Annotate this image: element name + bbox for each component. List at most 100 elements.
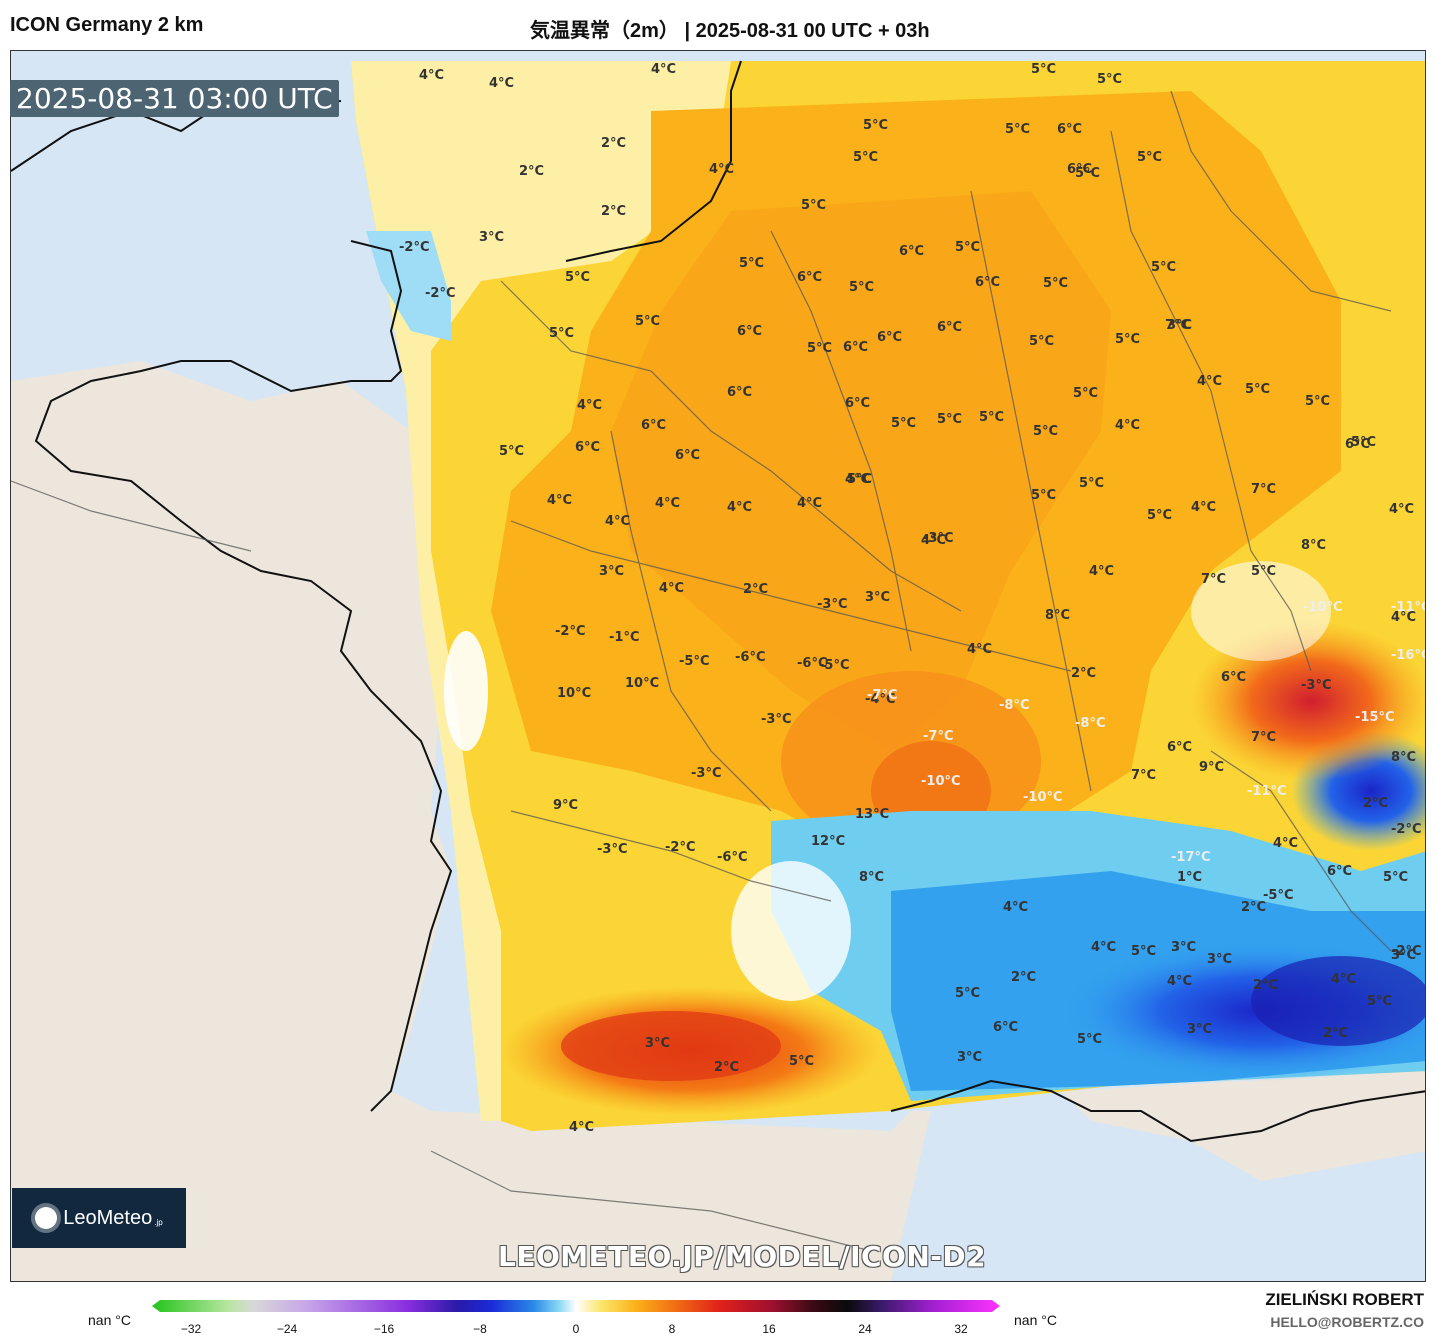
temperature-label: 13°C bbox=[855, 807, 889, 822]
temperature-label: 6°C bbox=[675, 448, 700, 463]
temperature-label: 4°C bbox=[1197, 374, 1222, 389]
temperature-label: 4°C bbox=[605, 514, 630, 529]
leometeo-logo[interactable]: LeoMeteo .jp bbox=[12, 1188, 186, 1248]
temperature-label: 4°C bbox=[797, 496, 822, 511]
source-url: LEOMETEO.JP/MODEL/ICON-D2 bbox=[498, 1240, 987, 1273]
temperature-label: 3°C bbox=[645, 1036, 670, 1051]
temperature-label: -3°C bbox=[597, 842, 627, 857]
temperature-label: -5°C bbox=[679, 654, 709, 669]
temperature-label: 7°C bbox=[1201, 572, 1226, 587]
temperature-label: 3°C bbox=[1207, 952, 1232, 967]
temperature-label: 5°C bbox=[1029, 334, 1054, 349]
temperature-label: 5°C bbox=[1147, 508, 1172, 523]
temperature-label: 3°C bbox=[1171, 940, 1196, 955]
temperature-label: 4°C bbox=[709, 162, 734, 177]
temperature-label: 6°C bbox=[993, 1020, 1018, 1035]
temperature-label: -10°C bbox=[1303, 600, 1343, 615]
temperature-label: -7°C bbox=[867, 688, 897, 703]
temperature-label: -3°C bbox=[761, 712, 791, 727]
temperature-label: 7°C bbox=[1165, 318, 1190, 333]
temperature-label: -2°C bbox=[555, 624, 585, 639]
temperature-label: 3°C bbox=[957, 1050, 982, 1065]
temperature-label: -4°C bbox=[865, 692, 895, 707]
temperature-label: 6°C bbox=[843, 340, 868, 355]
temperature-label: -1°C bbox=[609, 630, 639, 645]
temperature-label: 9°C bbox=[1199, 760, 1224, 775]
temperature-label: 2°C bbox=[714, 1060, 739, 1075]
temperature-label: 5°C bbox=[1137, 150, 1162, 165]
temperature-label: 5°C bbox=[1151, 260, 1176, 275]
author-name: ZIELIŃSKI ROBERT bbox=[1265, 1290, 1424, 1309]
temperature-label: -10°C bbox=[1023, 790, 1063, 805]
temperature-label: -2°C bbox=[399, 240, 429, 255]
temperature-label: 8°C bbox=[1301, 538, 1326, 553]
colorbar-tick: −32 bbox=[180, 1322, 202, 1336]
colorbar-ticks: −32 −24 −16 −8 0 8 16 24 32 bbox=[0, 1322, 1436, 1338]
temperature-label: 5°C bbox=[635, 314, 660, 329]
colorbar-tick: −16 bbox=[373, 1322, 395, 1336]
temperature-label: 3°C bbox=[1391, 948, 1416, 963]
temperature-label: 7°C bbox=[1251, 730, 1276, 745]
temperature-label: 2°C bbox=[1241, 900, 1266, 915]
temperature-label: 6°C bbox=[727, 385, 752, 400]
temperature-label: 4°C bbox=[659, 581, 684, 596]
temperature-label: 4°C bbox=[845, 472, 870, 487]
temperature-label: 6°C bbox=[937, 320, 962, 335]
temperature-label: 8°C bbox=[1045, 608, 1070, 623]
temperature-label: 5°C bbox=[1073, 386, 1098, 401]
temperature-label: -5°C bbox=[819, 658, 849, 673]
temperature-label: 5°C bbox=[1043, 276, 1068, 291]
temperature-label: -10°C bbox=[921, 774, 961, 789]
temperature-label: 2°C bbox=[601, 204, 626, 219]
temperature-label: 4°C bbox=[1273, 836, 1298, 851]
temperature-label: 4°C bbox=[921, 533, 946, 548]
temperature-label: -8°C bbox=[999, 698, 1029, 713]
chart-title: 気温異常（2m） | 2025-08-31 00 UTC + 03h bbox=[530, 20, 930, 42]
temperature-label: 4°C bbox=[655, 496, 680, 511]
temperature-label: 5°C bbox=[1005, 122, 1030, 137]
logo-suffix: .jp bbox=[154, 1217, 163, 1227]
temperature-label: 4°C bbox=[1391, 610, 1416, 625]
colorbar-tick: −24 bbox=[276, 1322, 298, 1336]
anomaly-map: 4°C 4°C 4°C 2°C 2°C 2°C 4°C 3°C -2°C -2°C 5°C 5°C 5°… bbox=[10, 50, 1426, 1282]
temperature-label: 4°C bbox=[1191, 500, 1216, 515]
temperature-label: 5°C bbox=[937, 412, 962, 427]
author-email[interactable]: HELLO@ROBERTZ.CO bbox=[1270, 1314, 1424, 1330]
map-graphic: 4°C 4°C 4°C 2°C 2°C 2°C 4°C 3°C -2°C -2°C 5°C 5°C 5°… bbox=[11, 51, 1426, 1281]
temperature-label: 5°C bbox=[1097, 72, 1122, 87]
sun-icon bbox=[35, 1207, 58, 1229]
temperature-label: 4°C bbox=[727, 500, 752, 515]
temperature-label: 5°C bbox=[1031, 62, 1056, 77]
temperature-label: 5°C bbox=[1115, 332, 1140, 347]
temperature-label: -11°C bbox=[1391, 600, 1426, 615]
colorbar-tick: −8 bbox=[473, 1322, 487, 1336]
temperature-label: 6°C bbox=[737, 324, 762, 339]
temperature-label: 12°C bbox=[811, 834, 845, 849]
temperature-label: 5°C bbox=[739, 256, 764, 271]
temperature-label: -2°C bbox=[1391, 822, 1421, 837]
temperature-label: 5°C bbox=[955, 240, 980, 255]
temperature-label: 2°C bbox=[1071, 666, 1096, 681]
temperature-label: 5°C bbox=[1079, 476, 1104, 491]
temperature-label: -5°C bbox=[1263, 888, 1293, 903]
temperature-label: 5°C bbox=[1245, 382, 1270, 397]
colorbar-nan-left: nan °C bbox=[88, 1312, 131, 1328]
temperature-label: 5°C bbox=[1077, 1032, 1102, 1047]
temperature-label: 4°C bbox=[577, 398, 602, 413]
temperature-label: 10°C bbox=[625, 676, 659, 691]
temperature-label: 4°C bbox=[1167, 974, 1192, 989]
temperature-label: 5°C bbox=[891, 416, 916, 431]
valid-time: 2025-08-31 03:00 UTC bbox=[10, 80, 339, 117]
temperature-label: 6°C bbox=[641, 418, 666, 433]
temperature-label: 5°C bbox=[1351, 435, 1376, 450]
colorbar-tick: 0 bbox=[572, 1322, 580, 1336]
temperature-label: 4°C bbox=[547, 493, 572, 508]
temperature-label: 7°C bbox=[1131, 768, 1156, 783]
colorbar-tick: 24 bbox=[858, 1322, 872, 1336]
temperature-label: 2°C bbox=[1253, 978, 1278, 993]
colorbar-nan-right: nan °C bbox=[1014, 1312, 1057, 1328]
temperature-label: -3°C bbox=[923, 531, 953, 546]
model-title: ICON Germany 2 km bbox=[10, 14, 204, 36]
temperature-label: 3°C bbox=[1167, 318, 1192, 333]
temperature-label: 10°C bbox=[557, 686, 591, 701]
